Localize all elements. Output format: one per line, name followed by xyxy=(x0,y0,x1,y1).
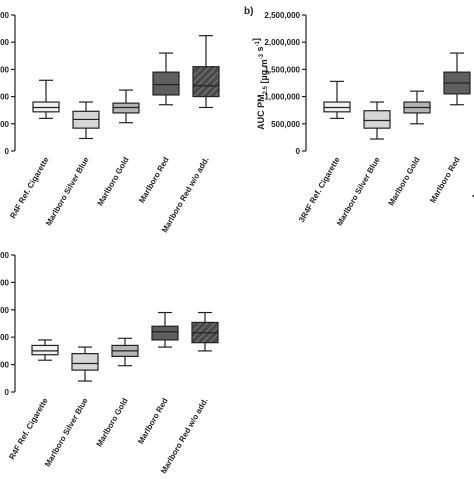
category-label: R4F Ref. Cigarette xyxy=(8,155,51,220)
box-1: 3R4F Ref. Cigarette xyxy=(297,80,351,224)
y-tick-label: 2,500,000 xyxy=(264,11,300,20)
y-tick-label: ,000 xyxy=(0,251,10,260)
y-tick-label: 500,000 xyxy=(271,120,300,129)
category-label: Marlboro Re xyxy=(471,155,474,200)
box-5: Marlboro Red w/o add. xyxy=(160,35,220,235)
category-label: Marlboro Gold xyxy=(387,155,422,207)
box-body xyxy=(363,110,391,129)
category-label: Marlboro Red w/o add. xyxy=(159,397,210,475)
y-axis-label: AUC PM2.5 [µg m-3 s-1] xyxy=(251,38,269,130)
y-tick-label: 1,500,000 xyxy=(264,65,300,74)
box-2: Marlboro Silver Blue xyxy=(44,101,100,227)
box-4: Marlboro Red xyxy=(428,52,471,205)
y-tick-label: 0 xyxy=(296,147,301,156)
box-2: Marlboro Silver Blue xyxy=(335,101,391,227)
y-tick-label: ,000 xyxy=(0,306,10,315)
box-3: Marlboro Gold xyxy=(96,89,140,207)
box-1: R4F Ref. Cigarette xyxy=(8,79,60,220)
y-tick-label: ,000 xyxy=(0,278,10,287)
category-label: 3R4F Ref. Cigarette xyxy=(297,155,342,224)
box-body xyxy=(31,344,59,356)
box-4: Marlboro Red xyxy=(137,52,180,205)
y-tick-label: ,000 xyxy=(0,361,10,370)
box-3: Marlboro Gold xyxy=(387,90,431,207)
category-label: R4F Ref. Cigarette xyxy=(7,396,50,461)
category-label: Marlboro Silver Blue xyxy=(335,155,382,227)
category-label: Marlboro Red xyxy=(428,155,462,204)
y-tick-label: ,000 xyxy=(0,38,10,47)
box-3: Marlboro Gold xyxy=(95,337,139,448)
panel-b: 0 500,000 1,000,000 1,500,000 2,000,000 2,500… xyxy=(244,6,474,227)
category-label: Marlboro Silver Blue xyxy=(43,396,90,468)
box-body xyxy=(71,353,99,371)
box-body xyxy=(192,66,220,98)
category-label: Marlboro Red w/o add. xyxy=(160,156,211,235)
category-label: Marlboro Red xyxy=(137,155,171,204)
y-tick-label: 1,000,000 xyxy=(264,93,300,102)
y-tick-label: ,000 xyxy=(0,333,10,342)
box-2: Marlboro Silver Blue xyxy=(43,346,99,468)
category-label: Marlboro Silver Blue xyxy=(44,155,91,227)
box-body xyxy=(151,325,179,341)
box-body xyxy=(152,71,180,96)
y-tick-label: ,000 xyxy=(0,93,10,102)
box-4: Marlboro Red xyxy=(136,311,179,446)
panel-label: b) xyxy=(244,6,253,17)
y-tick-label: ,000 xyxy=(0,65,10,74)
category-label: Marlboro Gold xyxy=(96,155,131,207)
y-tick-label: ,000 xyxy=(0,11,10,20)
y-tick-label: 0 xyxy=(5,388,10,397)
category-label: Marlboro Gold xyxy=(95,396,130,448)
category-label: Marlboro Red xyxy=(136,396,170,445)
y-tick-label: 0 xyxy=(5,147,10,156)
y-tick-label: 2,000,000 xyxy=(264,38,300,47)
y-tick-label: ,000 xyxy=(0,120,10,129)
